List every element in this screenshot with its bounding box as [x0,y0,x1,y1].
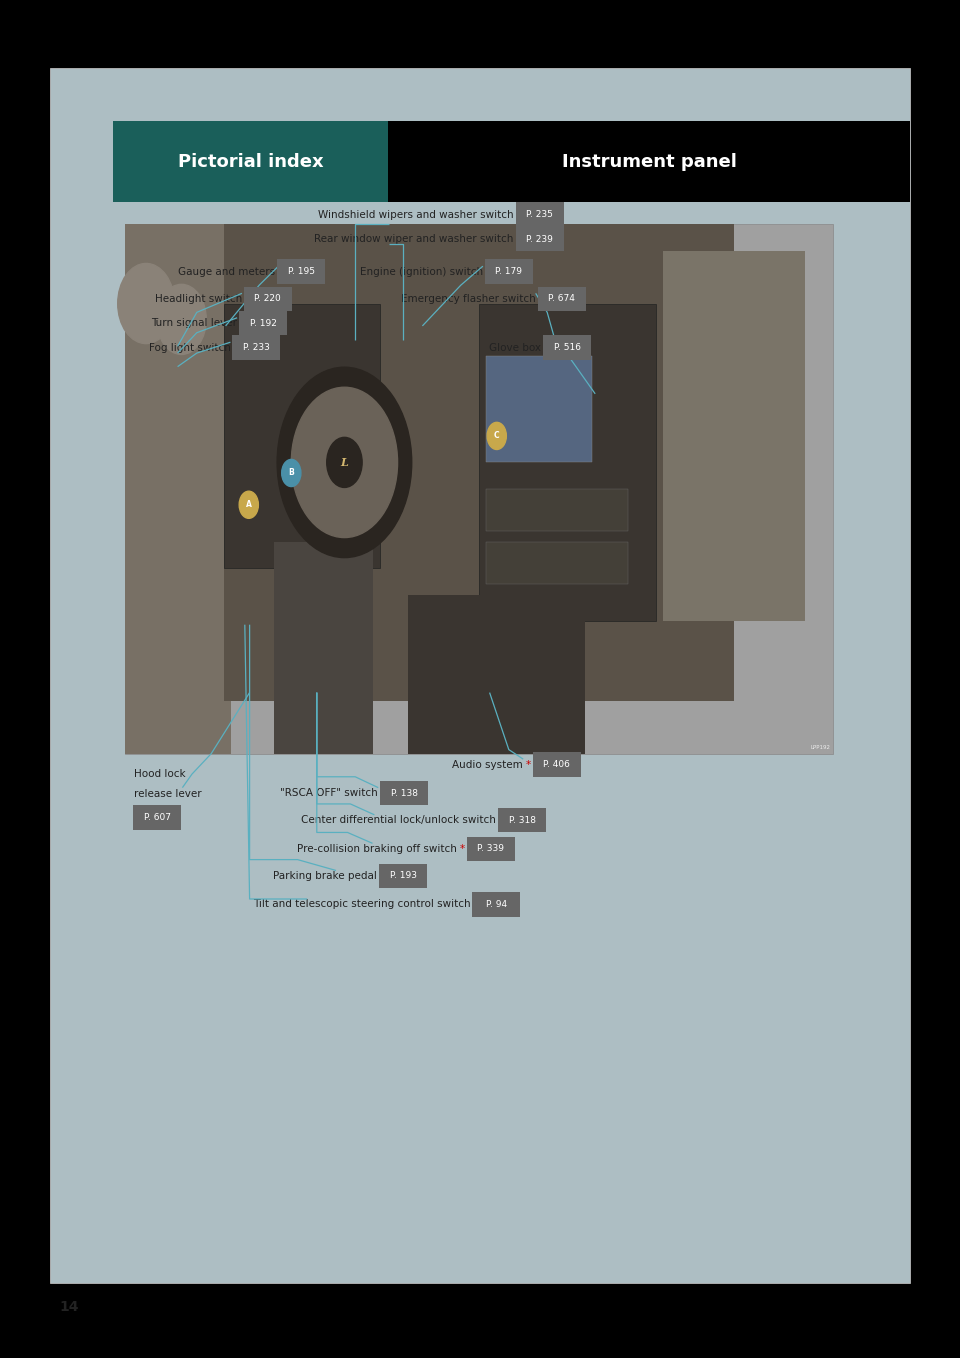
FancyBboxPatch shape [486,542,628,584]
FancyBboxPatch shape [232,335,280,360]
Text: *: * [460,843,465,854]
Text: Pictorial index: Pictorial index [178,152,324,171]
FancyBboxPatch shape [50,68,910,1283]
FancyBboxPatch shape [486,489,628,531]
Text: C: C [494,432,499,440]
Text: P. 138: P. 138 [391,789,418,797]
FancyBboxPatch shape [516,202,564,227]
FancyBboxPatch shape [125,224,833,754]
FancyBboxPatch shape [408,595,586,754]
Text: Emergency flasher switch: Emergency flasher switch [401,293,536,304]
FancyBboxPatch shape [543,335,591,360]
FancyBboxPatch shape [224,304,380,568]
Text: P. 674: P. 674 [548,295,575,303]
FancyBboxPatch shape [113,121,388,202]
FancyBboxPatch shape [380,781,428,805]
Text: Rear window wiper and washer switch: Rear window wiper and washer switch [314,234,514,244]
FancyBboxPatch shape [516,227,564,251]
Text: 14: 14 [60,1300,79,1313]
Text: Headlight switch: Headlight switch [155,293,242,304]
FancyBboxPatch shape [244,287,292,311]
Text: P. 94: P. 94 [486,900,507,909]
Text: Center differential lock/unlock switch: Center differential lock/unlock switch [301,815,496,826]
Text: Hood lock: Hood lock [134,769,186,779]
Text: P. 235: P. 235 [526,210,553,219]
Text: Glove box: Glove box [490,342,541,353]
Text: LPP192: LPP192 [810,744,830,750]
Text: P. 406: P. 406 [543,760,570,769]
FancyBboxPatch shape [125,224,231,754]
Text: Gauge and meters: Gauge and meters [179,266,276,277]
Circle shape [326,437,362,488]
FancyBboxPatch shape [224,224,734,701]
Text: A: A [246,500,252,509]
Text: Turn signal lever: Turn signal lever [151,318,237,329]
Circle shape [277,367,412,558]
Text: P. 220: P. 220 [254,295,281,303]
FancyBboxPatch shape [472,892,520,917]
Text: P. 607: P. 607 [144,813,171,822]
FancyBboxPatch shape [379,864,427,888]
Text: Instrument panel: Instrument panel [562,152,736,171]
FancyBboxPatch shape [663,251,804,622]
FancyBboxPatch shape [133,805,181,830]
FancyBboxPatch shape [498,808,546,832]
Text: release lever: release lever [134,789,202,800]
Text: P. 193: P. 193 [390,872,417,880]
Text: P. 318: P. 318 [509,816,536,824]
FancyBboxPatch shape [533,752,581,777]
Text: Pre-collision braking off switch: Pre-collision braking off switch [297,843,457,854]
Text: "RSCA OFF" switch: "RSCA OFF" switch [280,788,378,799]
Text: P. 339: P. 339 [477,845,504,853]
Text: Tilt and telescopic steering control switch: Tilt and telescopic steering control swi… [252,899,470,910]
FancyBboxPatch shape [274,542,372,754]
Text: P. 192: P. 192 [250,319,276,327]
FancyBboxPatch shape [485,259,533,284]
Text: Fog light switch: Fog light switch [149,342,230,353]
Text: B: B [288,469,294,478]
FancyBboxPatch shape [388,121,910,202]
Text: P. 233: P. 233 [243,344,270,352]
FancyBboxPatch shape [479,304,657,622]
Circle shape [281,459,300,486]
FancyBboxPatch shape [277,259,325,284]
FancyBboxPatch shape [467,837,515,861]
Text: Windshield wipers and washer switch: Windshield wipers and washer switch [318,209,514,220]
Circle shape [118,263,175,344]
Text: *: * [526,759,531,770]
Text: P. 195: P. 195 [288,268,315,276]
Text: Audio system: Audio system [452,759,523,770]
Text: L: L [341,456,348,469]
Text: P. 179: P. 179 [495,268,522,276]
Text: Parking brake pedal: Parking brake pedal [274,870,377,881]
Circle shape [239,492,258,519]
Circle shape [156,284,206,354]
FancyBboxPatch shape [486,356,592,462]
FancyBboxPatch shape [239,311,287,335]
Text: Engine (ignition) switch: Engine (ignition) switch [360,266,483,277]
Circle shape [487,422,506,449]
FancyBboxPatch shape [538,287,586,311]
Text: P. 239: P. 239 [526,235,553,243]
Circle shape [291,387,397,538]
Text: P. 516: P. 516 [554,344,581,352]
